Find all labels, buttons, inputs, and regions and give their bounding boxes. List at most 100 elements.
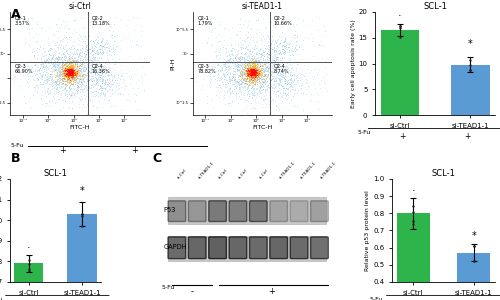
- Point: [280, 65, 287, 70]
- Point: [270, 88, 278, 93]
- Point: [93, 33, 101, 38]
- Point: [274, 72, 281, 76]
- Text: si-Ctrl: si-Ctrl: [218, 168, 228, 179]
- Point: [256, 69, 264, 74]
- Point: [109, 76, 117, 81]
- Point: [249, 83, 257, 88]
- Point: [46, 82, 54, 86]
- Point: [258, 39, 266, 44]
- Point: [75, 52, 83, 56]
- Point: [250, 106, 258, 111]
- Point: [54, 82, 62, 87]
- Point: [60, 85, 68, 90]
- Point: [97, 91, 105, 96]
- Point: [96, 89, 104, 94]
- Point: [28, 25, 36, 30]
- Point: [122, 84, 130, 88]
- Point: [232, 77, 239, 82]
- Point: [242, 69, 250, 74]
- Point: [62, 64, 70, 68]
- Point: [269, 55, 277, 60]
- Point: [246, 68, 254, 73]
- Point: [24, 16, 32, 21]
- Point: [268, 98, 276, 103]
- Point: [240, 46, 248, 51]
- Point: [110, 78, 118, 82]
- Point: [102, 50, 110, 55]
- Point: [220, 77, 228, 82]
- Point: [74, 80, 82, 85]
- Point: [49, 91, 57, 96]
- Point: [54, 17, 62, 22]
- Point: [98, 75, 106, 80]
- Point: [220, 66, 228, 71]
- Point: [258, 31, 266, 36]
- Point: [226, 110, 234, 115]
- Point: [135, 78, 143, 82]
- Point: [257, 58, 265, 63]
- Point: [276, 49, 284, 54]
- Point: [272, 78, 280, 82]
- Point: [75, 50, 83, 55]
- FancyBboxPatch shape: [209, 237, 226, 259]
- Point: [116, 18, 124, 22]
- Point: [252, 52, 260, 57]
- Point: [83, 52, 91, 56]
- Point: [277, 69, 285, 74]
- Point: [96, 68, 104, 73]
- Point: [278, 76, 286, 81]
- Point: [76, 83, 84, 88]
- Point: [269, 83, 277, 88]
- Point: [262, 72, 270, 76]
- Point: [64, 58, 72, 63]
- Point: [224, 90, 232, 94]
- Point: [68, 68, 76, 73]
- Point: [53, 57, 61, 62]
- Point: [222, 68, 230, 73]
- Point: [244, 42, 252, 47]
- Point: [268, 38, 276, 43]
- Point: [74, 83, 82, 88]
- Point: [262, 69, 270, 74]
- Point: [96, 49, 104, 54]
- Point: [302, 92, 310, 97]
- Point: [82, 46, 90, 51]
- Point: [250, 45, 258, 50]
- Point: [56, 72, 64, 77]
- Point: [242, 79, 250, 83]
- Point: [105, 46, 113, 50]
- Point: [244, 66, 252, 70]
- Point: [232, 58, 240, 62]
- Point: [82, 64, 90, 69]
- Point: [66, 68, 74, 73]
- Point: [74, 61, 82, 66]
- Point: [92, 70, 100, 75]
- Point: [60, 61, 68, 66]
- Point: [240, 72, 248, 76]
- Point: [103, 56, 111, 60]
- Point: [285, 44, 293, 49]
- Point: [76, 82, 84, 87]
- Point: [409, 218, 417, 223]
- Point: [64, 70, 72, 75]
- Point: [240, 94, 248, 99]
- Point: [222, 84, 230, 89]
- Point: [54, 65, 62, 70]
- Point: [62, 60, 70, 65]
- Point: [248, 59, 256, 64]
- Point: [248, 64, 256, 68]
- Point: [48, 87, 56, 92]
- Point: [206, 76, 214, 81]
- Point: [246, 71, 254, 76]
- Point: [272, 61, 280, 66]
- Point: [66, 77, 74, 82]
- Point: [261, 73, 269, 77]
- Point: [250, 68, 258, 72]
- Point: [96, 87, 104, 92]
- Point: [244, 72, 252, 77]
- Point: [81, 68, 89, 73]
- Point: [39, 46, 47, 50]
- Point: [246, 73, 254, 77]
- Point: [243, 72, 251, 77]
- Point: [240, 67, 248, 72]
